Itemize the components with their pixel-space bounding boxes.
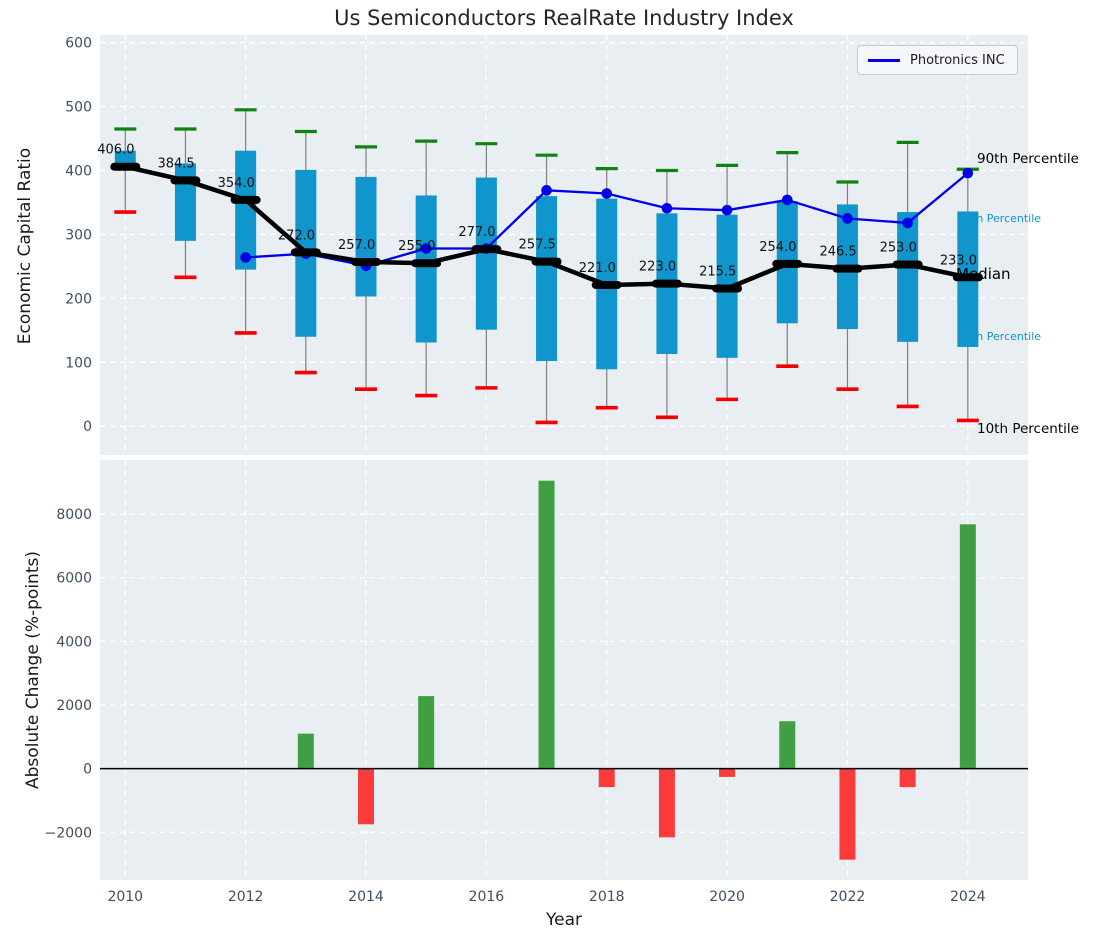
bottom-y-axis-label: Absolute Change (%-points) <box>23 490 43 850</box>
tick-label: 2020 <box>709 889 745 905</box>
annotation-median: Median <box>956 267 1011 282</box>
change-bar-2018 <box>599 769 615 787</box>
median-value-label: 384.5 <box>157 156 194 171</box>
median-marker-2019 <box>652 280 682 288</box>
median-value-label: 354.0 <box>218 176 255 191</box>
tick-label: 8000 <box>56 507 92 523</box>
tick-label: 100 <box>65 355 92 371</box>
median-value-label: 272.0 <box>278 228 315 243</box>
tick-label: 2010 <box>107 889 143 905</box>
photronics-point <box>662 203 673 214</box>
median-marker-2022 <box>832 265 862 273</box>
tick-label: 200 <box>65 291 92 307</box>
median-value-label: 215.5 <box>699 264 736 279</box>
tick-label: 300 <box>65 227 92 243</box>
median-value-label: 246.5 <box>819 245 856 260</box>
change-bar-2024 <box>960 524 976 768</box>
median-value-label: 221.0 <box>579 261 616 276</box>
iqr-box-2023 <box>897 212 918 342</box>
iqr-box-2011 <box>175 163 196 240</box>
figure: 406.0 384.5 354.0 272.0 257.0 255.0 277.0 257.5… <box>0 0 1111 942</box>
iqr-box-2014 <box>356 177 377 297</box>
change-bar-2020 <box>719 769 735 777</box>
annotation-25th-percentile: 25th Percentile <box>958 331 1041 342</box>
change-bar-2019 <box>659 769 675 838</box>
median-value-label: 406.0 <box>97 143 134 158</box>
iqr-box-2012 <box>235 151 256 270</box>
photronics-point <box>541 185 552 196</box>
median-marker-2012 <box>231 196 261 204</box>
tick-label: 2000 <box>56 698 92 714</box>
median-marker-2023 <box>893 260 923 268</box>
median-marker-2018 <box>592 281 622 289</box>
photronics-point <box>963 168 974 179</box>
chart-canvas: 406.0 384.5 354.0 272.0 257.0 255.0 277.0 257.5… <box>0 0 1111 942</box>
median-marker-2014 <box>351 258 381 266</box>
median-marker-2013 <box>291 248 321 256</box>
tick-label: 2022 <box>830 889 866 905</box>
tick-label: 400 <box>65 164 92 180</box>
photronics-point <box>902 218 913 229</box>
tick-label: 6000 <box>56 571 92 587</box>
tick-label: 500 <box>65 100 92 116</box>
photronics-point <box>601 188 612 199</box>
tick-label: 2024 <box>950 889 986 905</box>
tick-label: −2000 <box>45 825 92 841</box>
change-bar-2017 <box>539 481 555 769</box>
iqr-box-2017 <box>536 196 557 361</box>
annotation-75th-percentile: 75th Percentile <box>958 213 1041 224</box>
tick-label: 2018 <box>589 889 625 905</box>
tick-label: 4000 <box>56 634 92 650</box>
median-value-label: 254.0 <box>759 240 796 255</box>
legend-label: Photronics INC <box>910 53 1005 68</box>
tick-label: 2016 <box>469 889 505 905</box>
photronics-point <box>722 205 733 216</box>
median-marker-2010 <box>110 163 140 171</box>
photronics-point <box>240 252 251 263</box>
chart-title: Us Semiconductors RealRate Industry Inde… <box>100 6 1028 30</box>
change-bar-2023 <box>900 769 916 787</box>
tick-label: 600 <box>65 36 92 52</box>
change-bar-2022 <box>839 769 855 860</box>
median-value-label: 257.5 <box>519 238 556 253</box>
photronics-point <box>782 195 793 206</box>
annotation-10th-percentile: 10th Percentile <box>977 423 1079 437</box>
tick-label: 0 <box>83 762 92 778</box>
tick-label: 0 <box>83 419 92 435</box>
legend-line-swatch <box>868 59 900 62</box>
median-marker-2020 <box>712 284 742 292</box>
median-value-label: 253.0 <box>880 240 917 255</box>
median-value-label: 255.0 <box>398 239 435 254</box>
change-bar-2021 <box>779 721 795 768</box>
median-value-label: 223.0 <box>639 260 676 275</box>
median-marker-2016 <box>471 245 501 253</box>
change-bar-2013 <box>298 734 314 769</box>
median-marker-2021 <box>772 260 802 268</box>
change-bar-2014 <box>358 769 374 825</box>
iqr-box-2015 <box>416 195 437 342</box>
bottom-panel-bg <box>100 460 1028 880</box>
median-marker-2015 <box>411 259 441 267</box>
x-axis-label: Year <box>100 910 1028 930</box>
tick-label: 2012 <box>228 889 264 905</box>
median-value-label: 257.0 <box>338 238 375 253</box>
annotation-90th-percentile: 90th Percentile <box>977 153 1079 167</box>
photronics-point <box>842 213 853 224</box>
top-y-axis-label: Economic Capital Ratio <box>15 66 35 426</box>
change-bar-2015 <box>418 696 434 769</box>
legend[interactable]: Photronics INC <box>857 45 1018 75</box>
median-value-label: 277.0 <box>458 225 495 240</box>
median-marker-2011 <box>170 176 200 184</box>
tick-label: 2014 <box>348 889 384 905</box>
median-marker-2017 <box>532 258 562 266</box>
